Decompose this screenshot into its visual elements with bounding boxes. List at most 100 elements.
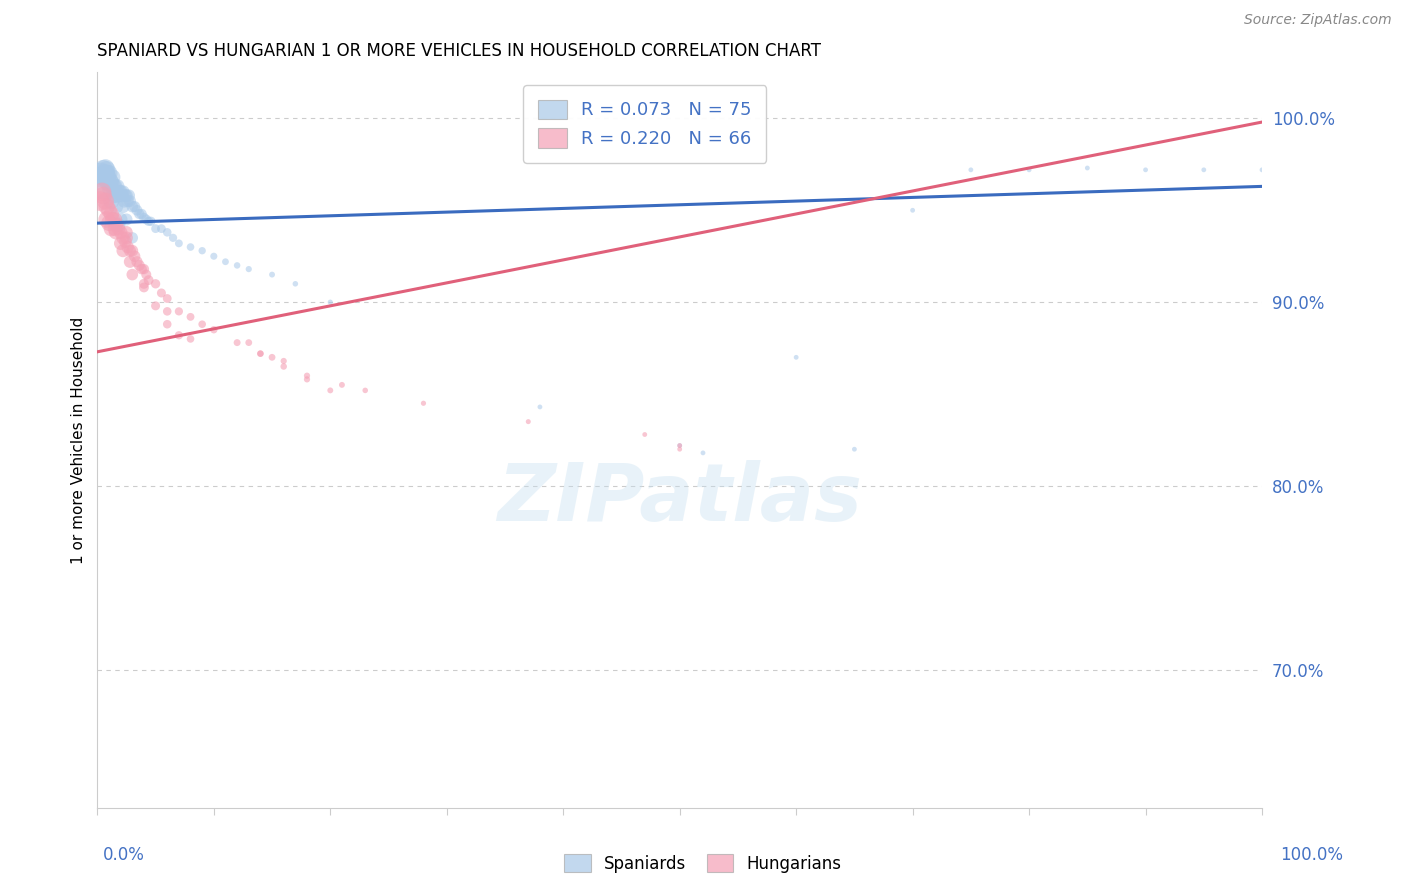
Point	[96, 212, 118, 227]
Point	[692, 446, 714, 460]
Point	[110, 212, 132, 227]
Point	[319, 384, 342, 398]
Point	[249, 346, 271, 360]
Point	[138, 214, 160, 228]
Point	[96, 162, 118, 177]
Point	[104, 212, 127, 227]
Point	[132, 211, 155, 225]
Point	[100, 207, 122, 221]
Point	[111, 185, 134, 199]
Point	[98, 181, 121, 195]
Point	[844, 442, 866, 457]
Point	[103, 188, 125, 202]
Point	[117, 240, 139, 254]
Point	[295, 368, 318, 383]
Text: ZIPatlas: ZIPatlas	[498, 460, 862, 538]
Point	[330, 377, 353, 392]
Point	[162, 231, 184, 245]
Point	[98, 216, 121, 230]
Point	[634, 427, 657, 442]
Point	[93, 170, 115, 185]
Point	[131, 262, 153, 277]
Point	[121, 200, 143, 214]
Point	[412, 396, 434, 410]
Point	[118, 188, 141, 202]
Point	[96, 200, 118, 214]
Point	[98, 167, 121, 181]
Point	[97, 176, 120, 190]
Point	[138, 273, 160, 287]
Point	[145, 299, 167, 313]
Point	[517, 415, 540, 429]
Point	[104, 188, 127, 202]
Point	[202, 323, 225, 337]
Point	[117, 194, 139, 208]
Point	[167, 328, 190, 343]
Point	[104, 185, 127, 199]
Text: SPANIARD VS HUNGARIAN 1 OR MORE VEHICLES IN HOUSEHOLD CORRELATION CHART: SPANIARD VS HUNGARIAN 1 OR MORE VEHICLES…	[97, 42, 821, 60]
Point	[118, 254, 141, 268]
Point	[105, 179, 128, 194]
Point	[115, 225, 138, 239]
Point	[214, 254, 236, 268]
Point	[529, 400, 551, 414]
Point	[89, 194, 111, 208]
Point	[121, 244, 143, 258]
Point	[103, 179, 125, 194]
Point	[139, 214, 162, 228]
Point	[1251, 162, 1274, 177]
Point	[118, 244, 141, 258]
Point	[202, 249, 225, 263]
Point	[100, 221, 122, 235]
Point	[249, 346, 271, 360]
Point	[110, 225, 132, 239]
Point	[226, 259, 249, 273]
Point	[121, 231, 143, 245]
Point	[260, 268, 283, 282]
Point	[150, 221, 173, 235]
Point	[238, 335, 260, 350]
Text: 100.0%: 100.0%	[1279, 846, 1343, 863]
Point	[101, 170, 124, 185]
Point	[128, 259, 150, 273]
Point	[100, 194, 122, 208]
Point	[110, 185, 132, 199]
Point	[104, 200, 127, 214]
Point	[108, 185, 131, 199]
Point	[115, 188, 138, 202]
Point	[107, 188, 129, 202]
Legend: R = 0.073   N = 75, R = 0.220   N = 66: R = 0.073 N = 75, R = 0.220 N = 66	[523, 85, 766, 163]
Point	[145, 277, 167, 291]
Point	[87, 179, 110, 194]
Point	[150, 285, 173, 300]
Text: Source: ZipAtlas.com: Source: ZipAtlas.com	[1244, 13, 1392, 28]
Point	[93, 167, 115, 181]
Point	[135, 268, 157, 282]
Point	[960, 162, 983, 177]
Point	[191, 317, 214, 331]
Point	[111, 231, 134, 245]
Point	[111, 200, 134, 214]
Point	[98, 174, 121, 188]
Point	[91, 170, 114, 185]
Point	[118, 194, 141, 208]
Point	[124, 200, 146, 214]
Point	[180, 310, 202, 324]
Point	[96, 167, 118, 181]
Point	[98, 203, 121, 218]
Point	[273, 354, 295, 368]
Legend: Spaniards, Hungarians: Spaniards, Hungarians	[558, 847, 848, 880]
Point	[104, 225, 127, 239]
Point	[125, 254, 148, 268]
Point	[112, 194, 135, 208]
Point	[100, 176, 122, 190]
Point	[104, 218, 127, 232]
Point	[785, 351, 807, 365]
Point	[125, 203, 148, 218]
Text: 0.0%: 0.0%	[103, 846, 145, 863]
Point	[167, 304, 190, 318]
Point	[1018, 162, 1040, 177]
Point	[115, 231, 138, 245]
Point	[238, 262, 260, 277]
Point	[668, 442, 690, 457]
